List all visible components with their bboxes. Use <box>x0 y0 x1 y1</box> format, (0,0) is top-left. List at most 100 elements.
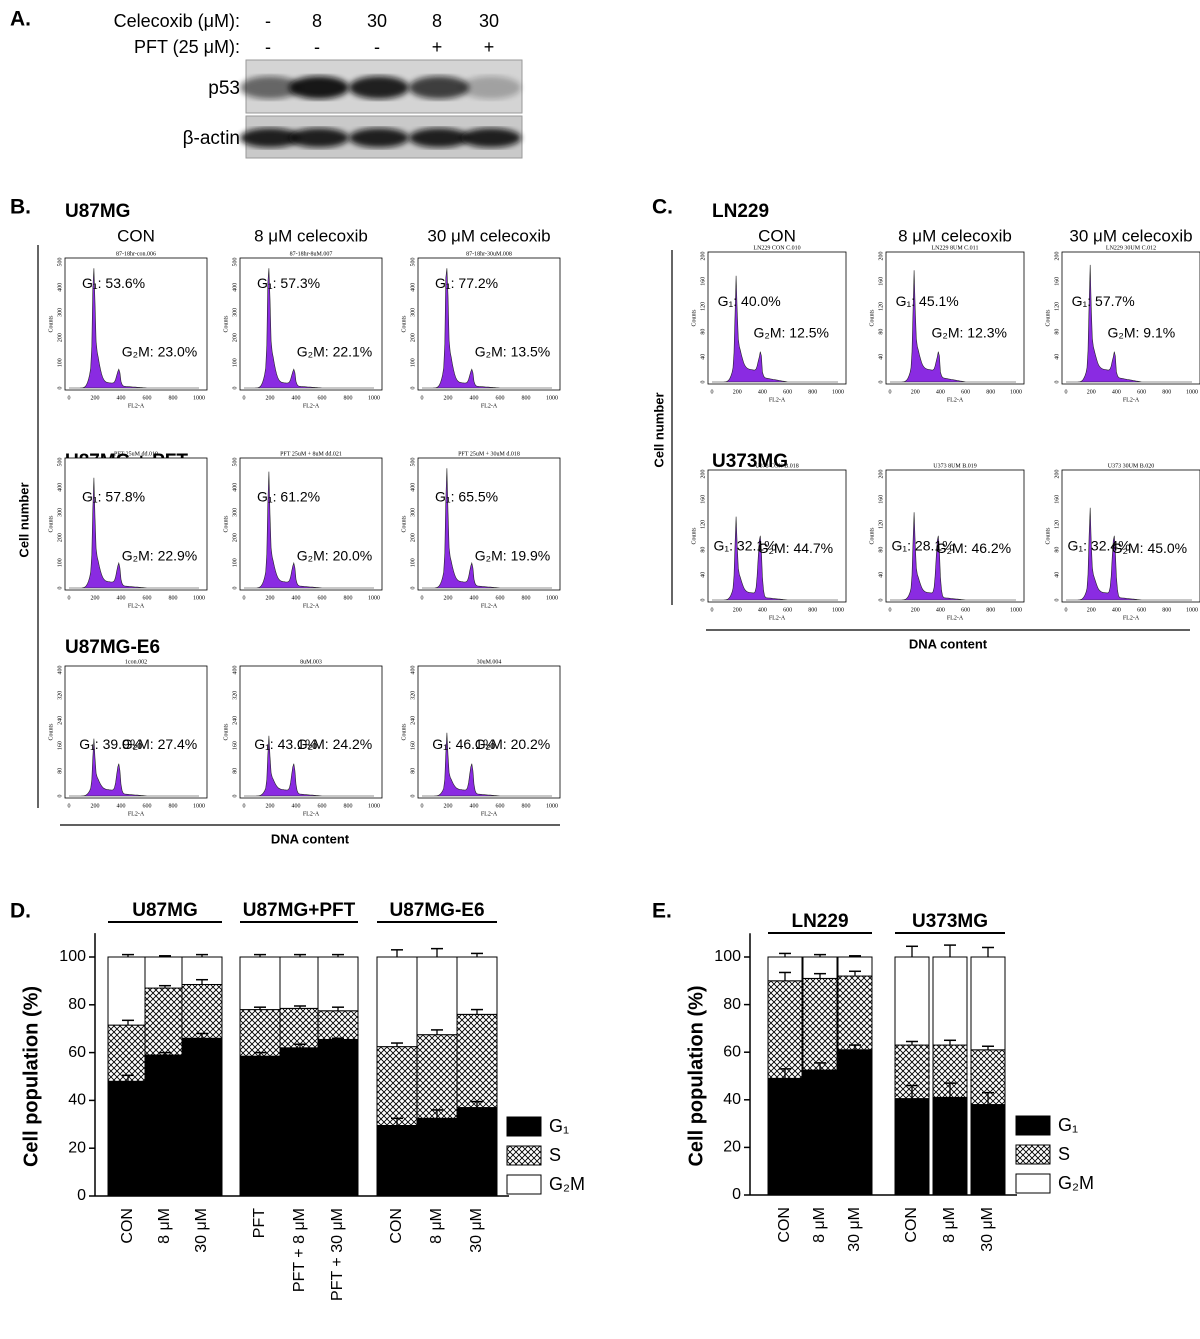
blot-band <box>289 128 349 148</box>
hist-x-tick-label: 1000 <box>546 395 558 401</box>
hist-y-tick-label: 40 <box>1054 572 1060 578</box>
hist-y-tick-label: 300 <box>232 308 238 317</box>
g2m-label: G₂M: 46.2% <box>936 540 1011 556</box>
hist-y-tick-label: 40 <box>878 354 884 360</box>
bar-segment <box>837 975 873 1051</box>
hist-x-tick-label: 600 <box>1137 389 1146 395</box>
hist-x-tick-label: 600 <box>318 395 327 401</box>
hist-x-tick-label: 200 <box>91 395 100 401</box>
hist-x-tick-label: 800 <box>344 803 353 809</box>
hist-y-label: Counts <box>223 315 229 333</box>
hist-x-tick-label: 1000 <box>832 389 844 395</box>
g1-label: G₁: 57.8% <box>82 488 145 504</box>
g1-label: G₁: 46.1% <box>432 736 495 752</box>
blot-band <box>349 76 409 100</box>
y-tick-label: 40 <box>723 1091 741 1108</box>
x-tick-label: 8 μM <box>428 1208 445 1244</box>
hist-y-tick-label: 0 <box>57 795 63 798</box>
group-label: U87MG+PFT <box>243 900 356 921</box>
hist-x-label: FL2-A <box>303 403 320 409</box>
y-axis-title: Cell number <box>16 482 31 557</box>
hist-x-tick-label: 200 <box>444 803 453 809</box>
legend-swatch <box>1015 1115 1051 1136</box>
hist-y-tick-label: 300 <box>410 508 416 517</box>
hist-x-tick-label: 400 <box>117 803 126 809</box>
hist-file-name: 1con.002 <box>125 659 147 665</box>
group-label: LN229 <box>791 911 848 932</box>
g2m-label: G₂M: 9.1% <box>1108 325 1176 341</box>
hist-x-tick-label: 1000 <box>1010 389 1022 395</box>
g1-label: G₁: 40.0% <box>718 293 781 309</box>
hist-x-tick-label: 0 <box>421 803 424 809</box>
histogram-shape <box>69 738 199 797</box>
hist-y-tick-label: 0 <box>232 387 238 390</box>
hist-y-label: Counts <box>48 515 54 533</box>
hist-y-tick-label: 320 <box>57 691 63 700</box>
condition-value: - <box>265 37 271 57</box>
histogram-shape <box>712 516 838 601</box>
hist-x-tick-label: 400 <box>936 607 945 613</box>
hist-x-label: FL2-A <box>481 811 498 817</box>
hist-y-tick-label: 400 <box>232 283 238 292</box>
bar-segment <box>181 983 223 1039</box>
hist-x-label: FL2-A <box>128 603 145 609</box>
bar-segment <box>416 1117 458 1197</box>
group-label: U87MG-E6 <box>389 900 484 921</box>
legend-swatch <box>506 1174 542 1195</box>
hist-x-tick-label: 600 <box>961 607 970 613</box>
hist-x-tick-label: 200 <box>91 595 100 601</box>
hist-x-tick-label: 200 <box>266 395 275 401</box>
band-label: β-actin <box>183 128 240 149</box>
hist-y-tick-label: 80 <box>700 329 706 335</box>
x-tick-label: 8 μM <box>941 1207 958 1243</box>
bar-segment <box>932 1096 968 1196</box>
hist-x-tick-label: 800 <box>522 803 531 809</box>
hist-x-tick-label: 1000 <box>368 595 380 601</box>
hist-x-tick-label: 400 <box>292 803 301 809</box>
hist-y-tick-label: 400 <box>57 483 63 492</box>
g1-label: G₁: 39.9% <box>79 736 142 752</box>
x-tick-label: 30 μM <box>468 1208 485 1253</box>
hist-y-tick-label: 160 <box>1054 277 1060 286</box>
bar-segment <box>837 1049 873 1196</box>
hist-y-tick-label: 100 <box>232 358 238 367</box>
g2m-label: G₂M: 23.0% <box>122 344 197 360</box>
g2m-label: G₂M: 24.2% <box>297 736 372 752</box>
g1-label: G₁: 57.3% <box>257 275 320 291</box>
hist-y-label: Counts <box>48 315 54 333</box>
hist-x-tick-label: 800 <box>169 803 178 809</box>
bar-segment <box>376 1124 418 1197</box>
hist-x-label: FL2-A <box>481 603 498 609</box>
hist-y-tick-label: 120 <box>1054 302 1060 311</box>
x-tick-label: CON <box>776 1207 793 1243</box>
bar-segment <box>416 1034 458 1119</box>
histogram-frame <box>239 665 383 799</box>
hist-y-tick-label: 160 <box>878 495 884 504</box>
y-tick-label: 80 <box>723 996 741 1013</box>
hist-y-label: Counts <box>48 723 54 741</box>
hist-x-tick-label: 400 <box>292 395 301 401</box>
hist-x-tick-label: 400 <box>758 389 767 395</box>
bar-segment <box>144 956 186 989</box>
condition-value: 8 <box>312 11 322 31</box>
hist-y-tick-label: 240 <box>57 716 63 725</box>
bar-segment <box>144 987 186 1056</box>
hist-y-tick-label: 160 <box>57 741 63 750</box>
hist-file-name: U373 8UM B.019 <box>933 463 977 469</box>
hist-y-tick-label: 500 <box>232 458 238 467</box>
hist-y-label: Counts <box>401 315 407 333</box>
hist-x-label: FL2-A <box>128 811 145 817</box>
y-tick-label: 100 <box>59 948 86 965</box>
x-axis-title: DNA content <box>909 636 988 651</box>
bar-segment <box>932 956 968 1046</box>
condition-value: - <box>314 37 320 57</box>
hist-x-tick-label: 1000 <box>1186 389 1198 395</box>
hist-x-tick-label: 200 <box>444 595 453 601</box>
y-axis-title: Cell number <box>651 392 666 467</box>
legend-label: S <box>1058 1144 1070 1164</box>
hist-y-label: Counts <box>223 515 229 533</box>
hist-x-tick-label: 600 <box>961 389 970 395</box>
